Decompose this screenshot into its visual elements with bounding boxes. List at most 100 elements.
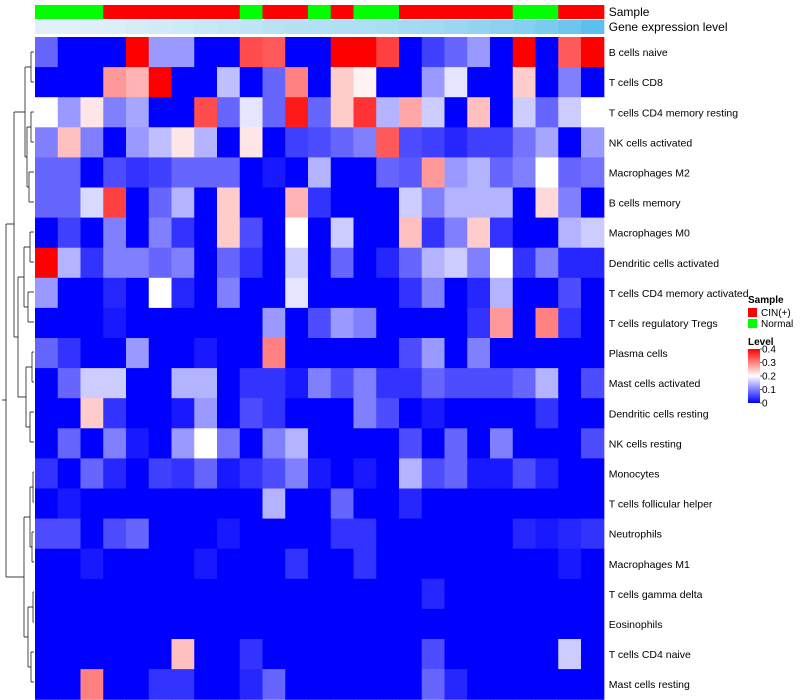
heatmap-cells (35, 37, 605, 700)
heatmap-cell (217, 217, 241, 249)
heatmap-cell (80, 458, 104, 490)
heatmap-cell (444, 37, 468, 68)
heatmap-cell (330, 217, 355, 249)
heatmap-cell (126, 127, 150, 158)
heatmap-cell (57, 247, 82, 279)
heatmap-cell (103, 187, 127, 219)
heatmap-cell (80, 608, 104, 640)
heatmap-cell (35, 578, 59, 610)
heatmap-cell (490, 37, 514, 68)
heatmap-cell (262, 127, 286, 158)
heatmap-cell (535, 639, 559, 670)
heatmap-cell (444, 458, 468, 490)
heatmap-cell (194, 277, 218, 309)
heatmap-cell (217, 398, 241, 429)
heatmap-cell (262, 368, 286, 399)
heatmap-cell (80, 368, 104, 399)
heatmap-cell (148, 247, 173, 279)
heatmap-cell (558, 578, 582, 610)
heatmap-cell (57, 157, 82, 189)
heatmap-cell (171, 548, 195, 580)
heatmap-cell (399, 187, 423, 219)
heatmap-cell (126, 217, 150, 249)
heatmap-cell (376, 67, 400, 98)
heatmap-cell (57, 307, 82, 339)
heatmap-cell (194, 157, 218, 189)
heatmap-cell (535, 578, 559, 610)
heatmap-cell (444, 518, 468, 550)
annotation-cell (262, 5, 286, 19)
row-label: T cells CD4 memory activated (609, 288, 749, 300)
heatmap-cell (285, 548, 309, 580)
heatmap-cell (444, 488, 468, 520)
heatmap-cell (444, 428, 468, 459)
heatmap-cell (262, 338, 286, 369)
heatmap-cell (35, 368, 59, 399)
heatmap-cell (467, 669, 491, 700)
heatmap-cell (399, 518, 423, 550)
heatmap-cell (103, 247, 127, 279)
heatmap-cell (308, 548, 332, 580)
heatmap-cell (148, 669, 173, 700)
annotation-cell (35, 20, 59, 34)
heatmap-cell (80, 37, 104, 68)
heatmap-cell (103, 127, 127, 158)
heatmap-cell (239, 428, 264, 459)
heatmap-cell (535, 37, 559, 68)
heatmap-cell (57, 97, 82, 128)
heatmap-cell (581, 217, 605, 249)
heatmap-cell (80, 398, 104, 429)
annotation-cell (194, 5, 218, 19)
heatmap-cell (421, 548, 446, 580)
heatmap-cell (148, 338, 173, 369)
heatmap-cell (512, 187, 537, 219)
heatmap-cell (285, 37, 309, 68)
heatmap-cell (581, 67, 605, 98)
heatmap-cell (35, 97, 59, 128)
row-label: Mast cells activated (609, 378, 701, 390)
legend: Sample CIN(+)Normal Level 0.4 0.3 0.2 0.1 0 (748, 295, 793, 410)
heatmap-cell (330, 398, 355, 429)
heatmap-cell (353, 488, 377, 520)
heatmap-cell (308, 157, 332, 189)
heatmap-cell (444, 398, 468, 429)
heatmap-cell (376, 428, 400, 459)
heatmap-cell (467, 578, 491, 610)
annotation-cell (171, 5, 195, 19)
heatmap-cell (353, 307, 377, 339)
annotation-cell (126, 5, 150, 19)
heatmap-cell (217, 608, 241, 640)
heatmap-cell (421, 428, 446, 459)
legend-swatch (748, 308, 757, 317)
heatmap-cell (376, 247, 400, 279)
heatmap-cell (376, 368, 400, 399)
heatmap-cell (35, 458, 59, 490)
heatmap-cell (308, 488, 332, 520)
heatmap-cell (217, 428, 241, 459)
heatmap-cell (217, 37, 241, 68)
heatmap-cell (217, 669, 241, 700)
heatmap-cell (444, 247, 468, 279)
heatmap-cell (35, 247, 59, 279)
heatmap-cell (421, 307, 446, 339)
legend-swatch (748, 319, 757, 328)
heatmap-cell (421, 398, 446, 429)
heatmap-cell (35, 608, 59, 640)
heatmap-cell (103, 97, 127, 128)
level-tick-label: 0.4 (762, 345, 776, 356)
heatmap-cell (512, 398, 537, 429)
annotation-cell (467, 20, 491, 34)
heatmap-cell (148, 428, 173, 459)
heatmap-cell (558, 338, 582, 369)
heatmap-cell (444, 307, 468, 339)
heatmap-cell (399, 639, 423, 670)
heatmap-cell (148, 488, 173, 520)
heatmap-cell (103, 277, 127, 309)
annotation-cell (57, 20, 82, 34)
heatmap-cell (558, 157, 582, 189)
heatmap-cell (467, 67, 491, 98)
annotation-cell (148, 5, 173, 19)
annotation-cell (353, 20, 377, 34)
annotation-cell (558, 5, 582, 19)
heatmap-cell (353, 277, 377, 309)
